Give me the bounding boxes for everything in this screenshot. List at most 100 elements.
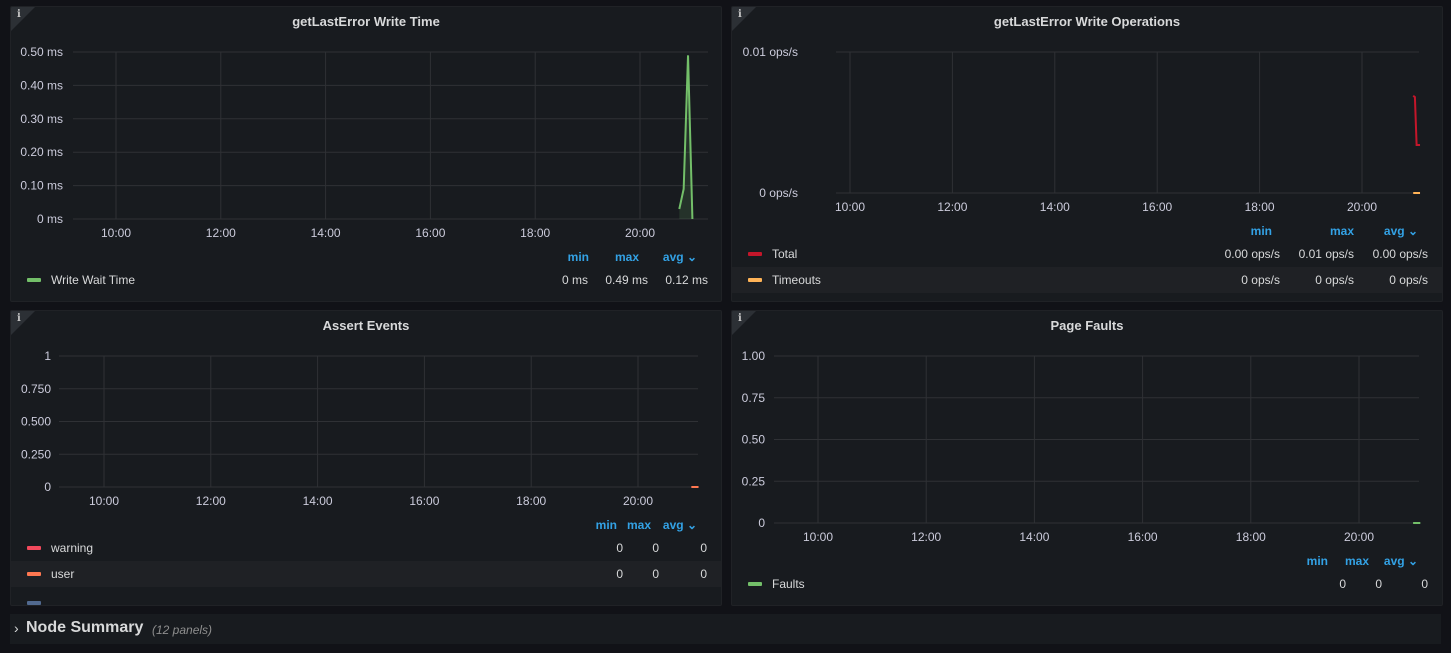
chart-assert-events: 1 0.750 0.500 0.250 0 10:00 12:00 14:00 16:00 18:… xyxy=(21,349,699,508)
series-avg: 0 xyxy=(1421,577,1428,591)
series-color-swatch xyxy=(27,601,41,605)
x-tick-label: 16:00 xyxy=(1128,530,1158,544)
legend-row[interactable]: Write Wait Time 0 ms 0.49 ms 0.12 ms xyxy=(11,267,721,293)
legend-header-avg[interactable]: avg ⌄ xyxy=(1372,224,1418,238)
legend-row[interactable]: Faults 0 0 0 xyxy=(732,571,1442,597)
series-min: 0 xyxy=(616,567,623,581)
legend-row[interactable]: Timeouts 0 ops/s 0 ops/s 0 ops/s xyxy=(732,267,1442,293)
legend-header-avg-label: avg xyxy=(662,250,684,264)
legend-header-min[interactable]: min xyxy=(1306,554,1328,568)
x-tick-label: 16:00 xyxy=(409,494,439,508)
panel-title[interactable]: Assert Events xyxy=(322,318,410,333)
x-tick-label: 20:00 xyxy=(623,494,653,508)
info-icon[interactable]: i xyxy=(17,313,21,324)
legend-header-avg-label: avg xyxy=(1383,554,1405,568)
series-color-swatch[interactable] xyxy=(27,278,41,282)
y-tick-label: 0.20 ms xyxy=(20,145,63,159)
series-line-write-wait-time[interactable] xyxy=(678,55,694,220)
series-max: 0 xyxy=(1375,577,1382,591)
panel-title[interactable]: getLastError Write Operations xyxy=(993,14,1181,29)
series-max: 0.49 ms xyxy=(605,273,648,287)
y-tick-label: 1 xyxy=(44,349,51,363)
series-color-swatch[interactable] xyxy=(27,546,41,550)
y-tick-label: 0.40 ms xyxy=(20,78,63,92)
y-tick-label: 0.750 xyxy=(21,382,51,396)
legend-header-min[interactable]: min xyxy=(567,250,589,264)
x-tick-label: 16:00 xyxy=(415,226,445,240)
legend-header-max[interactable]: max xyxy=(626,518,651,532)
x-tick-label: 18:00 xyxy=(1236,530,1266,544)
series-avg: 0 xyxy=(700,567,707,581)
panel-write-operations: i getLastError Write Operations 0.01 ops… xyxy=(731,6,1443,302)
panel-info-corner[interactable] xyxy=(11,311,35,335)
legend-header-min[interactable]: min xyxy=(595,518,617,532)
series-avg: 0 ops/s xyxy=(1389,273,1428,287)
panel-title[interactable]: getLastError Write Time xyxy=(292,14,440,29)
x-tick-label: 20:00 xyxy=(625,226,655,240)
legend-row[interactable]: Total 0.00 ops/s 0.01 ops/s 0.00 ops/s xyxy=(732,241,1442,267)
panel-info-corner[interactable] xyxy=(732,311,756,335)
row-title[interactable]: Node Summary xyxy=(26,619,144,636)
legend-header-avg[interactable]: avg ⌄ xyxy=(651,518,697,532)
series-color-swatch[interactable] xyxy=(748,278,762,282)
row-node-summary[interactable]: › Node Summary (12 panels) xyxy=(10,614,1441,644)
series-min: 0.00 ops/s xyxy=(1224,247,1280,261)
info-icon[interactable]: i xyxy=(17,9,21,20)
series-name[interactable]: Write Wait Time xyxy=(51,273,136,287)
chart-write-operations: 0.01 ops/s 0 ops/s 10:00 12:00 14:00 16:00 18:… xyxy=(743,45,1421,214)
x-tick-label: 14:00 xyxy=(311,226,341,240)
legend-row[interactable]: warning 0 0 0 xyxy=(11,535,721,561)
series-name[interactable]: user xyxy=(51,567,75,581)
series-color-swatch[interactable] xyxy=(748,582,762,586)
series-min: 0 ms xyxy=(561,273,588,287)
legend-header-avg[interactable]: avg ⌄ xyxy=(1372,554,1418,568)
chevron-down-icon: ⌄ xyxy=(1407,554,1418,568)
legend-header-max[interactable]: max xyxy=(614,250,639,264)
y-tick-label: 0.50 xyxy=(742,433,766,447)
panel-info-corner[interactable] xyxy=(732,7,756,31)
chevron-right-icon[interactable]: › xyxy=(14,620,19,636)
x-tick-label: 10:00 xyxy=(101,226,131,240)
info-icon[interactable]: i xyxy=(738,313,742,324)
chart-write-time: 0.50 ms 0.40 ms 0.30 ms 0.20 ms 0.10 ms 0 ms 1… xyxy=(20,45,708,240)
y-tick-label: 0.25 xyxy=(742,474,766,488)
series-name[interactable]: warning xyxy=(51,541,94,555)
x-tick-label: 18:00 xyxy=(516,494,546,508)
series-name[interactable]: Faults xyxy=(772,577,805,591)
y-tick-label: 0.01 ops/s xyxy=(743,45,798,59)
x-tick-label: 14:00 xyxy=(1019,530,1049,544)
x-tick-label: 10:00 xyxy=(835,200,865,214)
y-tick-label: 0.500 xyxy=(21,415,51,429)
legend-scroll-clip xyxy=(11,591,721,605)
chevron-down-icon: ⌄ xyxy=(686,518,697,532)
x-tick-label: 12:00 xyxy=(206,226,236,240)
series-name[interactable]: Timeouts xyxy=(772,273,821,287)
legend-header-max[interactable]: max xyxy=(1344,554,1369,568)
series-name[interactable]: Total xyxy=(772,247,798,261)
legend-header-max[interactable]: max xyxy=(1329,224,1354,238)
y-tick-label: 0 xyxy=(758,516,765,530)
row-panel-count: (12 panels) xyxy=(152,623,213,637)
panel-title[interactable]: Page Faults xyxy=(1050,318,1124,333)
panel-info-corner[interactable] xyxy=(11,7,35,31)
y-tick-label: 0 ops/s xyxy=(759,186,798,200)
series-line-total[interactable] xyxy=(1412,94,1421,147)
legend-row[interactable]: user 0 0 0 xyxy=(11,561,721,587)
info-icon[interactable]: i xyxy=(738,9,742,20)
legend-header-avg-label: avg xyxy=(662,518,684,532)
x-tick-label: 10:00 xyxy=(89,494,119,508)
series-color-swatch[interactable] xyxy=(27,572,41,576)
legend-header-avg[interactable]: avg ⌄ xyxy=(651,250,697,264)
x-tick-label: 12:00 xyxy=(937,200,967,214)
x-tick-label: 12:00 xyxy=(196,494,226,508)
series-max: 0.01 ops/s xyxy=(1298,247,1354,261)
series-color-swatch[interactable] xyxy=(748,252,762,256)
panel-write-time: i getLastError Write Time 0.50 ms 0.40 ms… xyxy=(10,6,722,302)
x-tick-label: 10:00 xyxy=(803,530,833,544)
series-min: 0 ops/s xyxy=(1241,273,1280,287)
series-max: 0 xyxy=(652,541,659,555)
x-tick-label: 18:00 xyxy=(520,226,550,240)
chevron-down-icon: ⌄ xyxy=(1407,224,1418,238)
legend-header-min[interactable]: min xyxy=(1250,224,1272,238)
y-tick-label: 0.250 xyxy=(21,447,51,461)
